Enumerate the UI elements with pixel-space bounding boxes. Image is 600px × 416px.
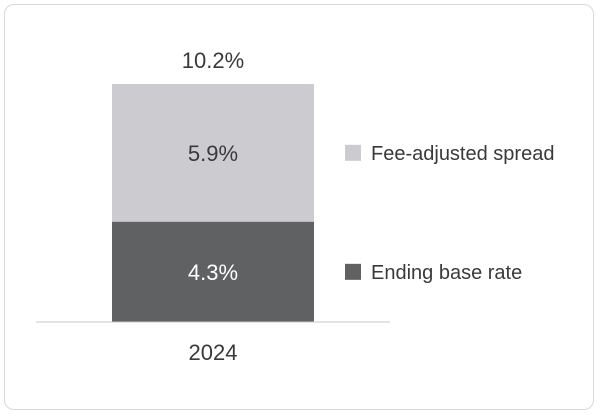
data-label-ending-base-rate: 4.3%: [188, 260, 238, 285]
bars-group: [112, 84, 314, 322]
data-label-fee-adjusted-spread: 5.9%: [188, 141, 238, 166]
legend-label-fee-adjusted-spread: Fee-adjusted spread: [371, 143, 554, 165]
legend-swatch-fee-adjusted-spread: [345, 144, 361, 161]
bar-segment-fee-adjusted-spread: [112, 84, 314, 222]
labels-group: 4.3% 5.9% 10.2% 2024: [182, 48, 244, 365]
legend-swatch-ending-base-rate: [345, 263, 361, 280]
x-tick-label: 2024: [189, 340, 238, 365]
bar-segment-ending-base-rate: [112, 221, 314, 322]
total-label: 10.2%: [182, 48, 244, 73]
legend: Ending base rate Fee-adjusted spread: [345, 143, 554, 284]
legend-label-ending-base-rate: Ending base rate: [371, 262, 522, 284]
